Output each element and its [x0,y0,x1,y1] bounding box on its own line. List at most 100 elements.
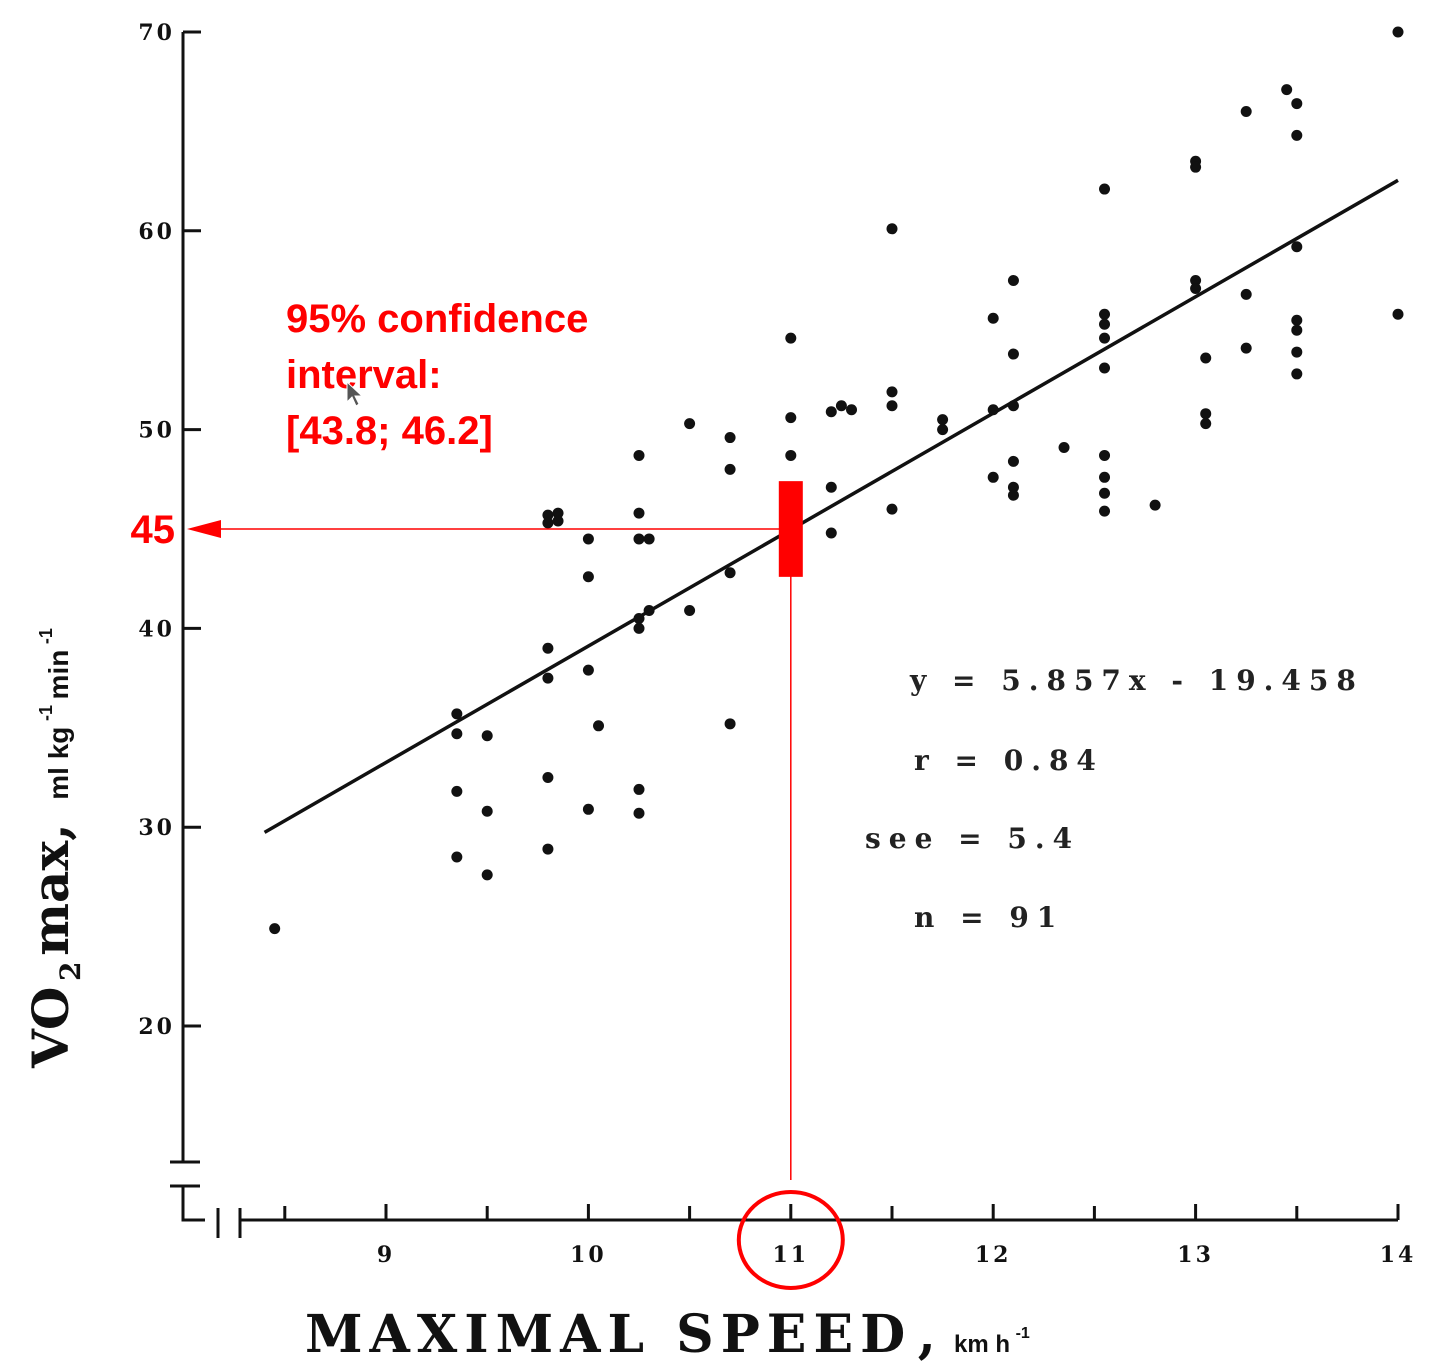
data-point [542,642,554,654]
annotation-line-1: 95% confidence [286,297,588,341]
equation-text: y = 5.857x - 19.458 [909,664,1364,697]
data-point [1190,275,1202,286]
data-point [724,463,736,475]
x-tick-label: 12 [975,1242,1012,1268]
data-point [481,730,493,742]
data-point [1149,499,1161,511]
data-point [1200,408,1212,420]
data-point [1099,362,1111,374]
y-axis-title-main: VO [21,987,80,1069]
data-point [481,805,493,817]
data-point [1099,487,1111,499]
mouse-cursor-icon [346,380,364,407]
data-point [886,503,898,515]
data-point [825,406,837,418]
data-point [582,664,594,676]
y-tick-label: 70 [138,20,175,46]
data-point [269,923,281,935]
data-point [633,612,645,624]
data-point [552,515,564,527]
data-point [542,672,554,684]
annotation-line-2: interval: [286,353,442,397]
data-point [542,772,554,783]
data-point [684,418,696,430]
annotation-line-3: [43.8; 46.2] [286,409,493,453]
regression-stats: y = 5.857x - 19.458 r = 0.84 see = 5.4 n… [865,664,1364,934]
data-point [987,312,999,324]
data-point [1200,418,1212,430]
data-point [451,851,463,863]
data-point [937,414,949,426]
data-point [542,509,554,521]
regression-line [263,178,1399,834]
data-point [1007,489,1019,501]
data-point [1291,98,1303,110]
data-point [1099,505,1111,517]
y-axis-title-rest: max, [21,823,80,956]
data-point [1007,348,1019,360]
axes [170,32,1398,1238]
data-point [1392,26,1404,38]
data-point [1291,241,1303,253]
data-point [1099,449,1111,461]
x-axis-break [216,1208,242,1238]
data-point [987,471,999,483]
y-axis-title-unit-rest: min [43,650,74,700]
data-point [1058,441,1070,453]
data-point [825,527,837,539]
x-value-circle [736,1190,845,1290]
arrow-head-icon [187,520,221,538]
data-point [451,708,463,720]
data-point [633,622,645,634]
data-point [724,567,736,579]
data-point [785,412,797,424]
data-point [1291,314,1303,326]
y-tick-label: 30 [138,815,175,841]
y-tick-label: 60 [138,219,175,245]
x-axis-title-unit: km h [954,1331,1010,1358]
data-point [785,332,797,344]
y-tick-label: 40 [138,616,175,642]
data-point [633,449,645,461]
data-point [1007,275,1019,286]
data-point [835,400,847,412]
data-point [724,432,736,444]
data-point [1099,308,1111,320]
data-point [633,807,645,819]
data-point [1240,342,1252,354]
data-point [1007,481,1019,493]
confidence-annotation: 45 95% confidence interval: [43.8; 46.2] [131,297,845,1290]
data-point [1291,368,1303,380]
x-tick-label: 11 [772,1242,809,1268]
y-tick-label: 20 [138,1014,175,1040]
data-point [1291,129,1303,141]
data-point [1099,332,1111,344]
data-point [724,718,736,730]
data-point [846,404,858,416]
data-point [633,507,645,519]
data-point [481,869,493,881]
y-value-label: 45 [131,508,176,552]
x-axis-title-main: MAXIMAL SPEED [305,1304,912,1365]
data-point [785,449,797,461]
data-point [937,424,949,436]
data-point [451,728,463,740]
data-point [1240,288,1252,300]
y-axis-title-unit: ml kg [43,727,74,800]
data-point [987,404,999,416]
x-tick-label: 9 [377,1242,395,1268]
data-point [582,803,594,815]
data-point [633,533,645,545]
data-points [269,26,1404,935]
x-axis-title: MAXIMAL SPEED , km h -1 [305,1304,1030,1365]
data-point [582,533,594,545]
data-point [633,783,645,795]
data-point [886,400,898,412]
data-point [825,481,837,493]
x-axis-title-unit-sup: -1 [1016,1325,1030,1342]
x-tick-label: 13 [1177,1242,1214,1268]
data-point [542,517,554,529]
y-axis-line [181,32,205,1222]
data-point [451,785,463,797]
